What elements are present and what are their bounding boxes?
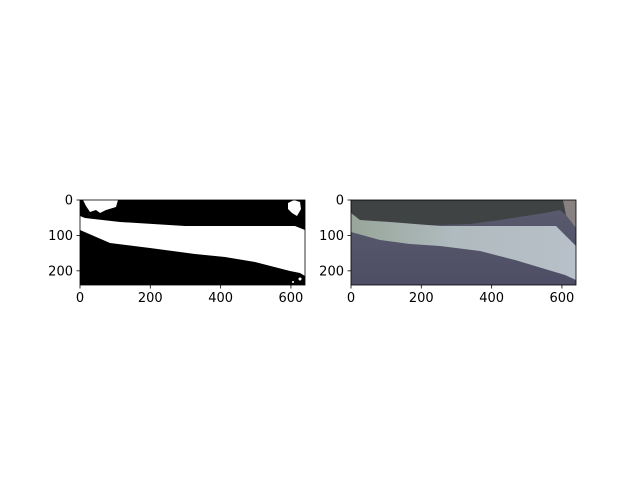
y-tick-label: 200 bbox=[48, 264, 73, 279]
photo-stripe bbox=[351, 213, 576, 280]
y-tick-label: 0 bbox=[336, 194, 344, 209]
x-tick-label: 0 bbox=[76, 291, 84, 306]
photo-upper-region bbox=[351, 200, 576, 225]
x-tick-label: 200 bbox=[409, 291, 434, 306]
mask-speck bbox=[292, 281, 294, 283]
photo-haze bbox=[351, 200, 576, 285]
photo-axes-frame bbox=[350, 199, 577, 286]
y-tick-label: 100 bbox=[319, 229, 344, 244]
x-tick-label: 600 bbox=[279, 291, 304, 306]
y-tick-label: 200 bbox=[319, 264, 344, 279]
mask-axes-frame bbox=[79, 199, 306, 286]
x-tick-label: 200 bbox=[138, 291, 163, 306]
mask-speck bbox=[298, 277, 302, 281]
y-tick-label: 100 bbox=[48, 229, 73, 244]
y-tick-label: 0 bbox=[65, 194, 73, 209]
mask-blob-left bbox=[83, 200, 118, 213]
photo-right-edge bbox=[563, 200, 576, 228]
mask-stripe bbox=[80, 216, 305, 276]
x-tick-label: 0 bbox=[347, 291, 355, 306]
x-tick-label: 400 bbox=[479, 291, 504, 306]
mask-blob-right bbox=[288, 200, 301, 216]
x-tick-label: 600 bbox=[550, 291, 575, 306]
x-tick-label: 400 bbox=[208, 291, 233, 306]
